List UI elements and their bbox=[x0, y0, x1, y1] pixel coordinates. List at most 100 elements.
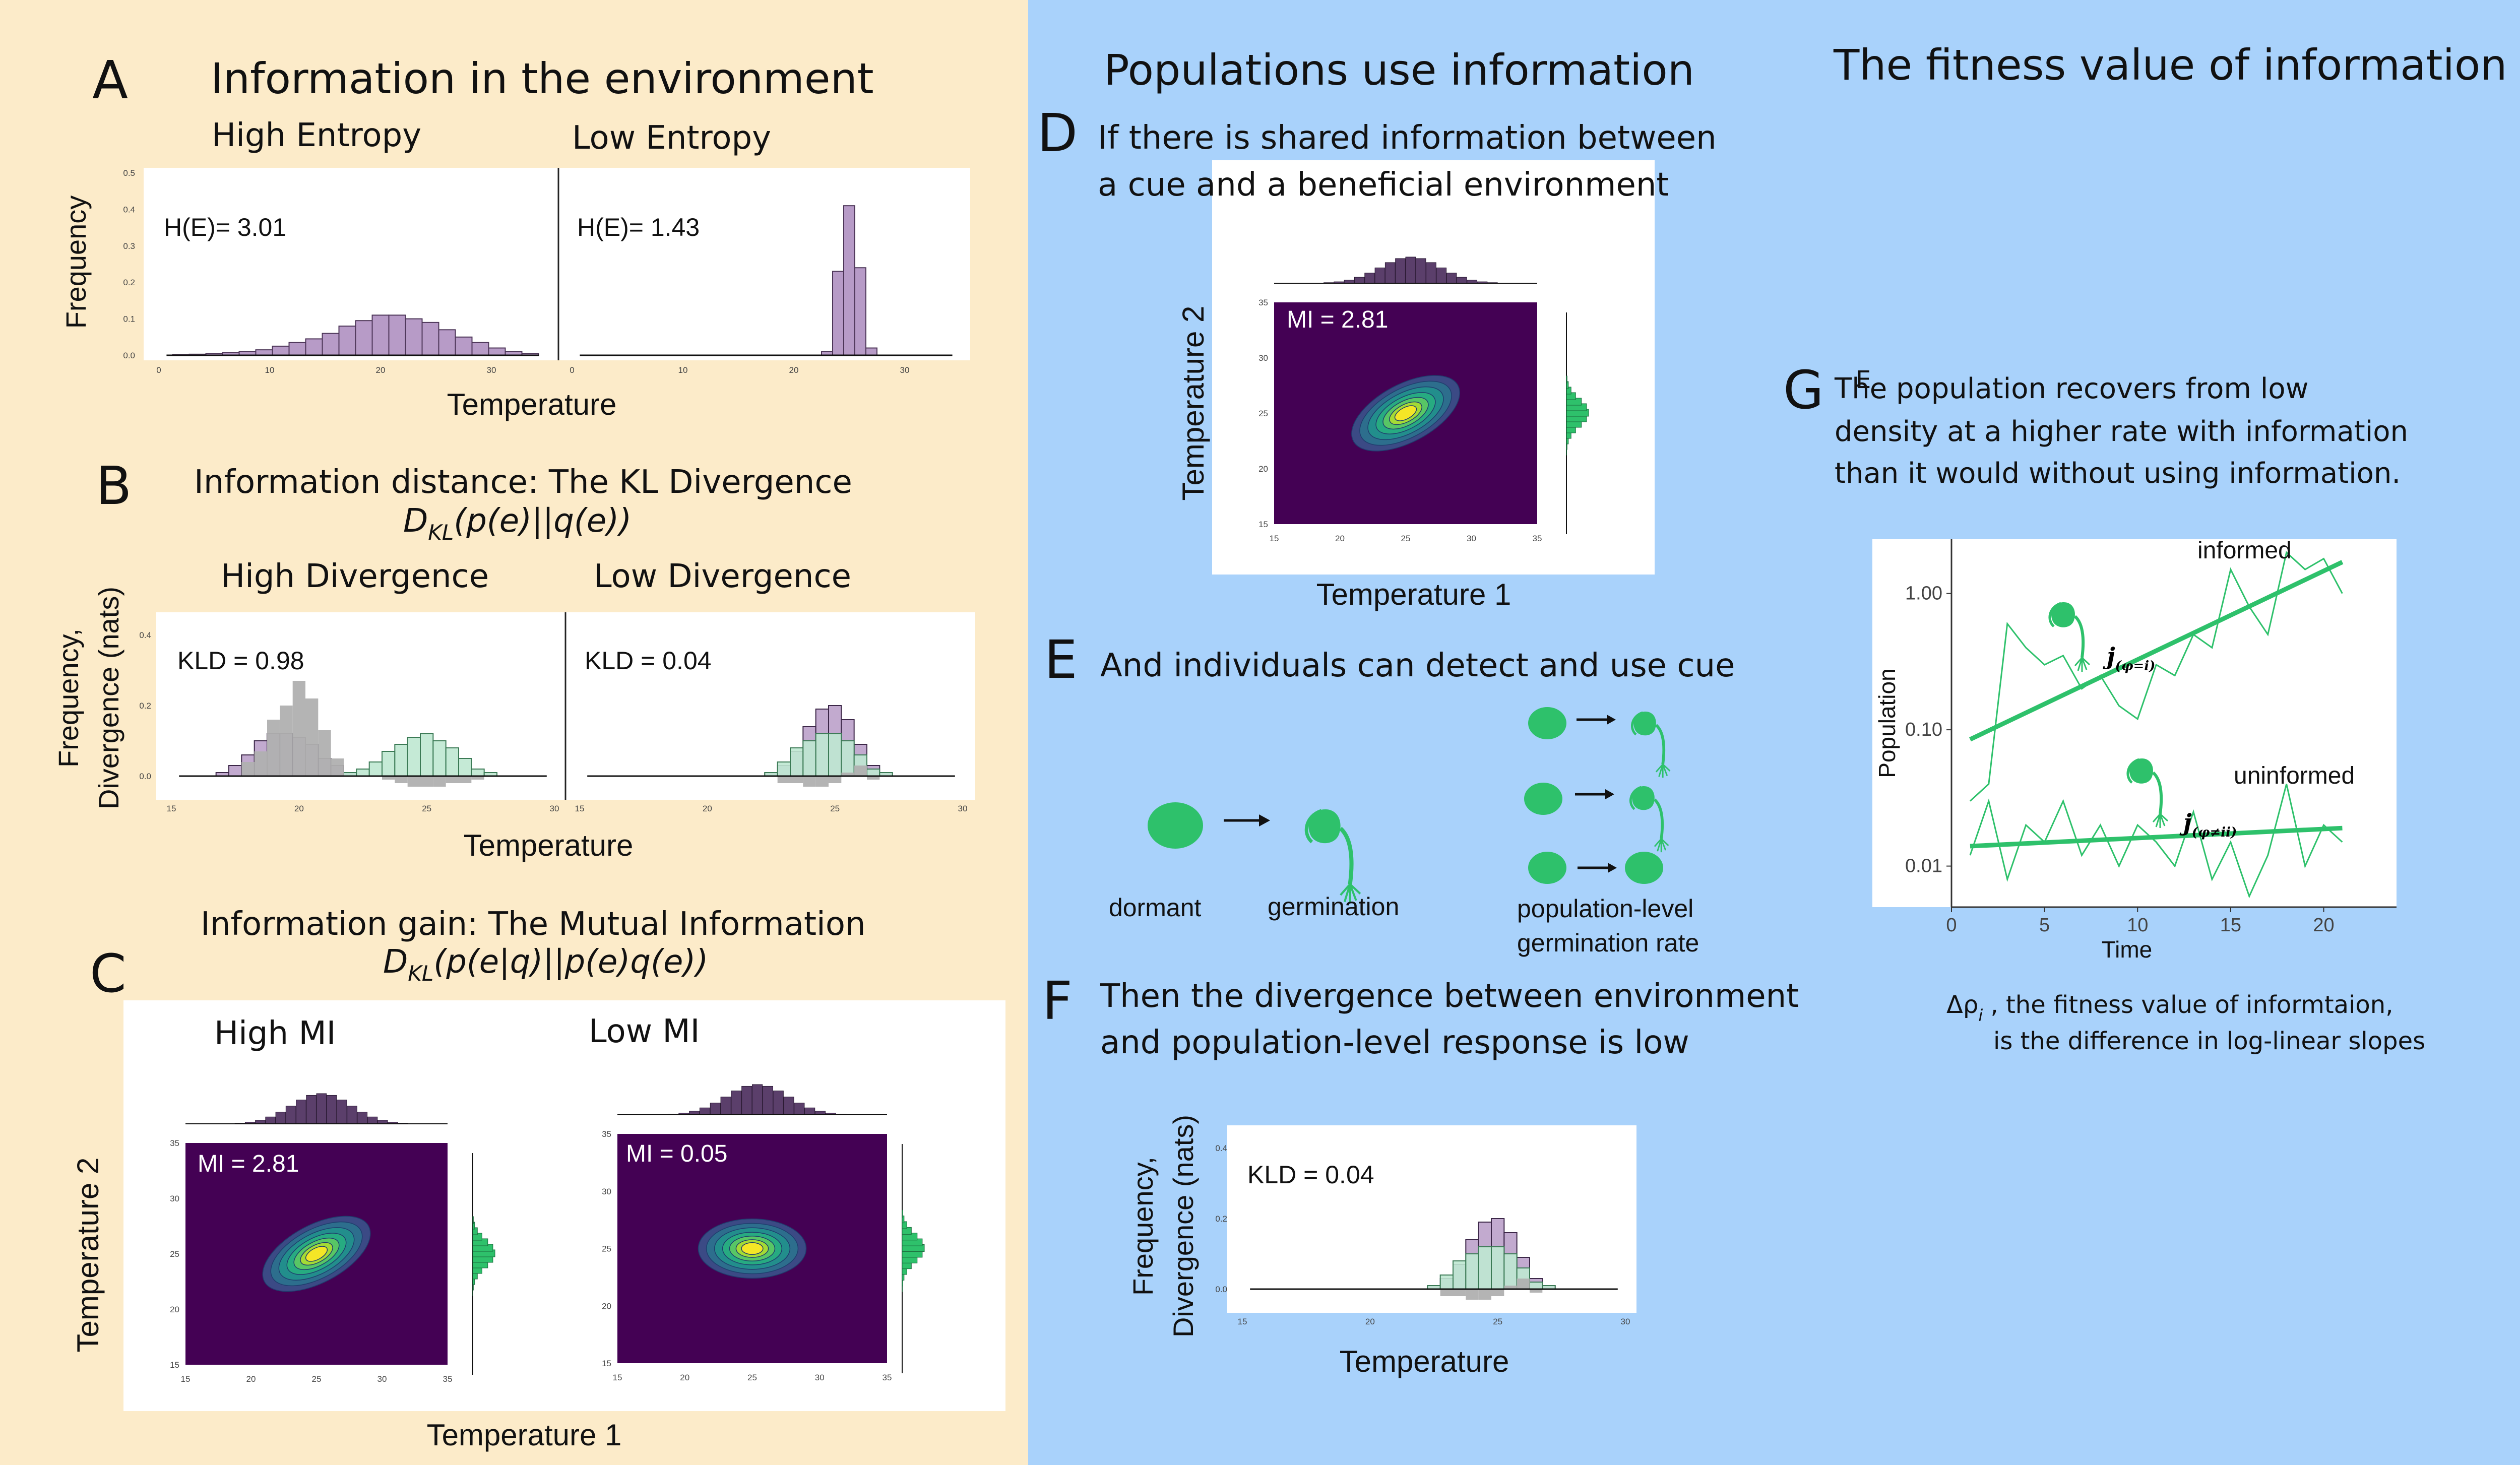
seed-icon bbox=[1528, 852, 1566, 884]
panel-a-y-ticks: 0.5 0.4 0.3 0.2 0.1 0.0 bbox=[123, 168, 135, 360]
panel-a-letter: A bbox=[92, 49, 128, 111]
panel-e-germination: germination bbox=[1268, 893, 1399, 921]
histogram-bar bbox=[445, 747, 460, 777]
arrow-icon bbox=[1608, 863, 1617, 873]
panel-g-j-informed-sub: (φ=i) bbox=[2115, 659, 2156, 674]
marginal-bar bbox=[336, 1100, 347, 1124]
panel-b-ticks: 0.4 0.2 0.0 15 15 20 20 25 25 30 30 bbox=[139, 630, 967, 813]
panel-d-text-1: If there is shared information between bbox=[1098, 119, 1717, 157]
panel-c-ylabel: Temperature 2 bbox=[71, 1158, 105, 1353]
panel-e-text: And individuals can detect and use cue bbox=[1100, 647, 1735, 684]
histogram-bar bbox=[1529, 1282, 1543, 1290]
histogram-bar bbox=[459, 776, 472, 783]
panel-c-right-label: Low MI bbox=[589, 1013, 700, 1050]
panel-c-formula-sub: KL bbox=[408, 961, 433, 986]
tick-label: 30 bbox=[487, 365, 496, 375]
right-title: The fitness value of information bbox=[1833, 40, 2507, 90]
middle-title: Populations use information bbox=[1104, 45, 1694, 95]
panel-d-xlabel: Temperature 1 bbox=[1316, 578, 1511, 611]
tick-label: 15 bbox=[1258, 520, 1268, 529]
tick-label: 30 bbox=[1258, 353, 1268, 363]
tick-label: 30 bbox=[1467, 534, 1476, 543]
histogram-bar bbox=[318, 730, 331, 776]
tick-label: 30 bbox=[602, 1187, 611, 1196]
tick-label: 15 bbox=[602, 1359, 611, 1368]
tick-label: 0.4 bbox=[123, 205, 135, 214]
panel-d-ylabel: Temperature 2 bbox=[1176, 306, 1210, 501]
density-contour bbox=[741, 1242, 764, 1255]
marginal-bar bbox=[902, 1209, 903, 1218]
panel-b-xlabel: Temperature bbox=[464, 829, 634, 862]
panel-g-text-3: than it would without using information. bbox=[1835, 457, 2401, 490]
histogram-bar bbox=[255, 349, 273, 356]
seed-icon bbox=[1524, 783, 1562, 815]
histogram-bar bbox=[355, 320, 373, 356]
panel-a-xlabel: Temperature bbox=[447, 388, 617, 421]
panel-e-letter: E bbox=[1044, 629, 1078, 690]
right-column: The fitness value of information G E The… bbox=[1783, 40, 2507, 1055]
histogram-bar bbox=[854, 766, 867, 776]
marginal-bar bbox=[1566, 387, 1571, 395]
panel-b-letter: B bbox=[96, 455, 132, 517]
tick-label: 25 bbox=[170, 1249, 179, 1259]
seedling-icon bbox=[1630, 786, 1668, 852]
arrow-icon bbox=[1607, 715, 1616, 725]
histogram-bar bbox=[407, 776, 420, 787]
panel-d-letter: D bbox=[1037, 102, 1078, 164]
marginal-bar bbox=[1457, 277, 1467, 284]
tick-label: 35 bbox=[602, 1129, 611, 1139]
panel-g-caption-delta: Δρ bbox=[1946, 991, 1978, 1019]
histogram-bar bbox=[458, 758, 472, 777]
tick-label: 25 bbox=[312, 1374, 322, 1384]
histogram-bar bbox=[777, 776, 790, 783]
panel-c-left-label: High MI bbox=[214, 1015, 336, 1052]
marginal-bar bbox=[804, 1107, 815, 1115]
marginal-bar bbox=[367, 1116, 378, 1124]
chart-a-low-entropy bbox=[580, 205, 953, 356]
histogram-bar bbox=[394, 744, 408, 777]
panel-c-right-stat: MI = 0.05 bbox=[626, 1140, 727, 1167]
histogram-bar bbox=[1503, 1253, 1518, 1290]
histogram-bar bbox=[292, 681, 305, 776]
panel-g-ticks: 1.00 0.10 0.01 0 5 10 15 20 bbox=[1905, 583, 2335, 936]
tick-label: 20 bbox=[1258, 464, 1268, 474]
tick-label: 25 bbox=[1401, 534, 1411, 543]
histogram-bar bbox=[865, 347, 877, 356]
tick-label: 35 bbox=[883, 1373, 892, 1382]
histogram-bar bbox=[280, 706, 293, 776]
marginal-bar bbox=[472, 1222, 475, 1230]
histogram-bar bbox=[368, 761, 383, 777]
histogram-bar bbox=[241, 762, 255, 776]
histogram-bar bbox=[305, 338, 323, 356]
histogram-bar bbox=[388, 314, 406, 356]
panel-b-ylabel-2: Divergence (nats) bbox=[93, 587, 124, 809]
panel-f-plot-bg bbox=[1227, 1125, 1636, 1313]
density-contour bbox=[305, 1246, 328, 1262]
marginal-bar bbox=[902, 1216, 905, 1224]
panel-g-caption-text: , the fitness value of informtaion, bbox=[1983, 991, 2393, 1019]
tick-label: 0.5 bbox=[123, 168, 135, 178]
tick-label: 15 bbox=[575, 804, 585, 813]
histogram-bar bbox=[432, 740, 447, 777]
panel-c-formula-rest: (p(e|q)||p(e)q(e)) bbox=[433, 943, 708, 981]
panel-f-ylabel-2: Divergence (nats) bbox=[1167, 1115, 1199, 1337]
panel-d-stat: MI = 2.81 bbox=[1287, 306, 1388, 333]
marginal-bar bbox=[1566, 375, 1567, 384]
marginal-bar bbox=[326, 1095, 337, 1124]
marginal-bar bbox=[699, 1107, 711, 1115]
histogram-bar bbox=[866, 769, 880, 777]
panel-c-xlabel: Temperature 1 bbox=[427, 1418, 622, 1452]
panel-b-right-label: Low Divergence bbox=[594, 558, 851, 595]
histogram-bar bbox=[843, 205, 855, 356]
tick-label: 25 bbox=[602, 1244, 611, 1254]
panel-b-formula-sub: KL bbox=[428, 520, 454, 545]
panel-c-formula: DKL(p(e|q)||p(e)q(e)) bbox=[383, 943, 708, 986]
panel-a-left-stat: H(E)= 3.01 bbox=[164, 213, 286, 241]
histogram-bar bbox=[1453, 1260, 1467, 1290]
tick-label: 25 bbox=[1258, 409, 1268, 418]
tick-label: 10 bbox=[265, 365, 275, 375]
tick-label: 25 bbox=[1493, 1317, 1502, 1326]
tick-label: 15 bbox=[1270, 534, 1279, 543]
panel-b-right-stat: KLD = 0.04 bbox=[585, 647, 712, 675]
